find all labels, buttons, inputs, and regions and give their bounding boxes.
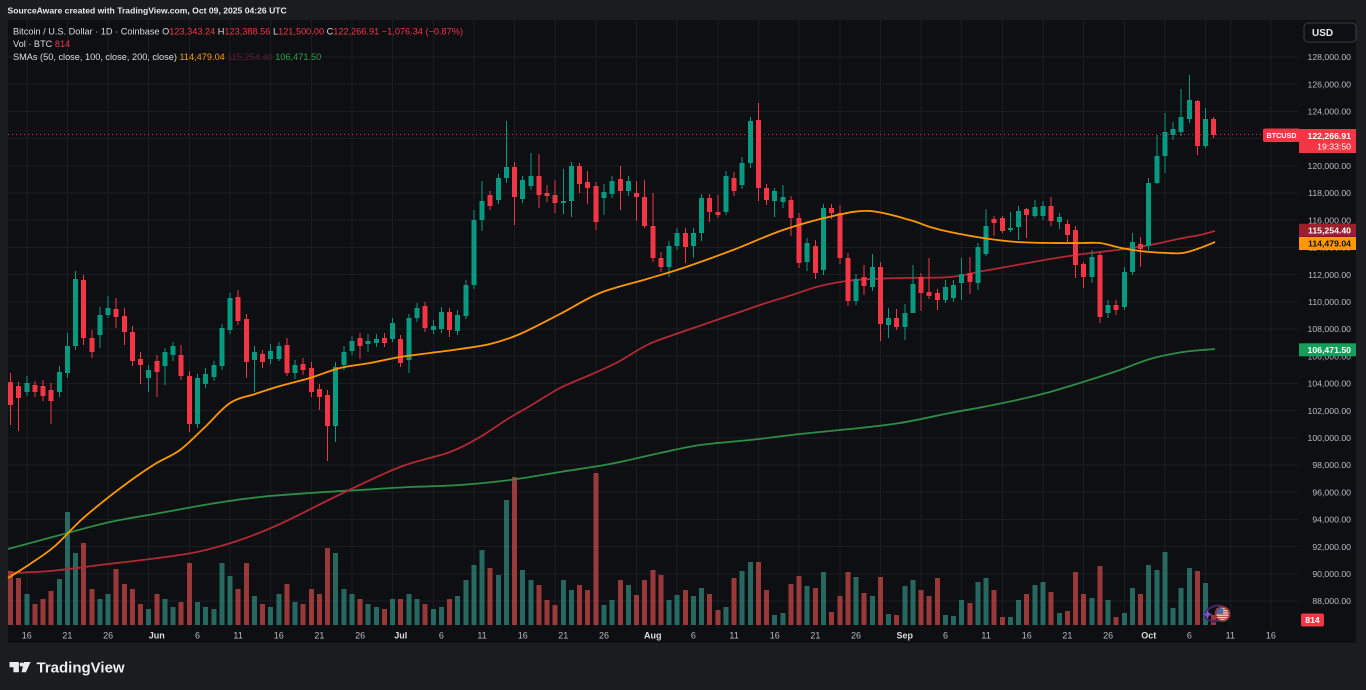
svg-text:Bitcoin / U.S. Dollar · 1D · C: Bitcoin / U.S. Dollar · 1D · Coinbase O1… xyxy=(13,27,463,37)
svg-text:106,000.00: 106,000.00 xyxy=(1308,351,1352,361)
svg-text:26: 26 xyxy=(851,631,861,641)
svg-text:120,000.00: 120,000.00 xyxy=(1308,161,1352,171)
svg-text:16: 16 xyxy=(770,631,780,641)
svg-text:SMAs (50, close, 100, close, 2: SMAs (50, close, 100, close, 200, close)… xyxy=(13,52,321,62)
svg-text:98,000.00: 98,000.00 xyxy=(1312,460,1351,470)
svg-text:26: 26 xyxy=(1103,631,1113,641)
svg-text:11: 11 xyxy=(477,631,486,641)
svg-text:6: 6 xyxy=(195,631,200,641)
svg-text:92,000.00: 92,000.00 xyxy=(1312,542,1351,552)
svg-text:124,000.00: 124,000.00 xyxy=(1308,107,1352,117)
svg-text:128,000.00: 128,000.00 xyxy=(1308,52,1352,62)
svg-text:SourceAware created with Tradi: SourceAware created with TradingView.com… xyxy=(8,6,287,16)
svg-text:102,000.00: 102,000.00 xyxy=(1308,406,1352,416)
svg-text:26: 26 xyxy=(103,631,113,641)
svg-text:Oct: Oct xyxy=(1141,631,1156,641)
svg-text:BTCUSD: BTCUSD xyxy=(1267,131,1297,140)
svg-text:96,000.00: 96,000.00 xyxy=(1312,487,1351,497)
svg-text:Vol · BTC 814: Vol · BTC 814 xyxy=(13,39,70,49)
svg-text:106,471.50: 106,471.50 xyxy=(1308,345,1352,355)
svg-text:16: 16 xyxy=(1022,631,1032,641)
svg-text:118,000.00: 118,000.00 xyxy=(1308,188,1351,198)
svg-text:100,000.00: 100,000.00 xyxy=(1308,433,1352,443)
svg-text:21: 21 xyxy=(558,631,568,641)
svg-text:90,000.00: 90,000.00 xyxy=(1312,569,1351,579)
svg-text:814: 814 xyxy=(1305,615,1320,625)
svg-text:126,000.00: 126,000.00 xyxy=(1308,79,1352,89)
svg-text:TradingView: TradingView xyxy=(37,660,125,677)
svg-text:6: 6 xyxy=(439,631,444,641)
svg-text:6: 6 xyxy=(1187,631,1192,641)
svg-text:21: 21 xyxy=(1062,631,1072,641)
svg-text:21: 21 xyxy=(62,631,72,641)
svg-text:USD: USD xyxy=(1312,28,1333,39)
svg-text:21: 21 xyxy=(810,631,820,641)
svg-text:94,000.00: 94,000.00 xyxy=(1312,515,1351,525)
svg-text:112,000.00: 112,000.00 xyxy=(1308,270,1351,280)
svg-text:21: 21 xyxy=(314,631,324,641)
svg-text:Aug: Aug xyxy=(644,631,662,641)
svg-text:11: 11 xyxy=(233,631,242,641)
svg-text:108,000.00: 108,000.00 xyxy=(1308,324,1352,334)
svg-text:11: 11 xyxy=(1226,631,1235,641)
svg-text:88,000.00: 88,000.00 xyxy=(1312,596,1351,606)
svg-text:16: 16 xyxy=(1266,631,1276,641)
svg-text:Jul: Jul xyxy=(394,631,407,641)
svg-text:16: 16 xyxy=(22,631,32,641)
svg-text:11: 11 xyxy=(729,631,738,641)
svg-text:Sep: Sep xyxy=(897,631,914,641)
svg-text:19:33:50: 19:33:50 xyxy=(1317,142,1351,152)
svg-text:11: 11 xyxy=(981,631,990,641)
svg-text:116,000.00: 116,000.00 xyxy=(1308,215,1351,225)
svg-text:115,254.40: 115,254.40 xyxy=(1308,226,1351,236)
svg-text:16: 16 xyxy=(518,631,528,641)
svg-text:122,266.91: 122,266.91 xyxy=(1308,131,1352,141)
svg-text:26: 26 xyxy=(355,631,365,641)
svg-text:104,000.00: 104,000.00 xyxy=(1308,379,1352,389)
svg-text:16: 16 xyxy=(274,631,284,641)
svg-text:26: 26 xyxy=(599,631,609,641)
svg-text:6: 6 xyxy=(943,631,948,641)
svg-text:Jun: Jun xyxy=(149,631,165,641)
svg-text:6: 6 xyxy=(691,631,696,641)
svg-text:114,479.04: 114,479.04 xyxy=(1308,239,1351,249)
svg-text:110,000.00: 110,000.00 xyxy=(1308,297,1351,307)
